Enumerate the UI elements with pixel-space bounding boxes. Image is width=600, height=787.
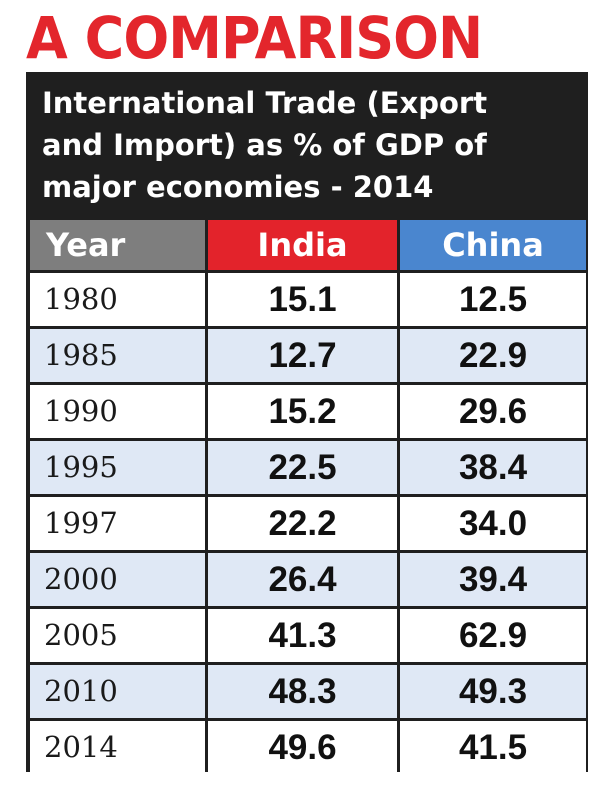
subtitle-line: International Trade (Export: [42, 86, 488, 120]
china-value-cell: 12.5: [400, 273, 586, 326]
table-row: 1990 15.2 29.6: [30, 385, 586, 438]
table-row: 1980 15.1 12.5: [30, 273, 586, 326]
year-cell: 1990: [30, 385, 205, 438]
column-header-year: Year: [30, 220, 205, 270]
india-value-cell: 15.2: [208, 385, 397, 438]
subtitle-line: major economies - 2014: [42, 170, 434, 204]
table-panel: International Trade (Export and Import) …: [26, 72, 588, 774]
india-value-cell: 22.5: [208, 441, 397, 494]
china-value-cell: 49.3: [400, 665, 586, 718]
table-header-row: Year India China: [30, 220, 586, 270]
column-header-china: China: [400, 220, 586, 270]
india-value-cell: 15.1: [208, 273, 397, 326]
table-row: 2014 49.6 41.5: [30, 721, 586, 774]
india-value-cell: 48.3: [208, 665, 397, 718]
table-row: 1995 22.5 38.4: [30, 441, 586, 494]
china-value-cell: 29.6: [400, 385, 586, 438]
china-value-cell: 34.0: [400, 497, 586, 550]
china-value-cell: 62.9: [400, 609, 586, 662]
year-cell: 1997: [30, 497, 205, 550]
column-header-india: India: [208, 220, 397, 270]
india-value-cell: 49.6: [208, 721, 397, 774]
year-cell: 2010: [30, 665, 205, 718]
year-cell: 1985: [30, 329, 205, 382]
table-subtitle: International Trade (Export and Import) …: [42, 82, 582, 208]
table-row: 2005 41.3 62.9: [30, 609, 586, 662]
year-cell: 1980: [30, 273, 205, 326]
china-value-cell: 39.4: [400, 553, 586, 606]
table-row: 2000 26.4 39.4: [30, 553, 586, 606]
india-value-cell: 41.3: [208, 609, 397, 662]
data-table: Year India China 1980 15.1 12.5 1985 12.7 22.…: [30, 220, 586, 777]
year-cell: 2005: [30, 609, 205, 662]
india-value-cell: 22.2: [208, 497, 397, 550]
china-value-cell: 41.5: [400, 721, 586, 774]
china-value-cell: 22.9: [400, 329, 586, 382]
china-value-cell: 38.4: [400, 441, 586, 494]
india-value-cell: 26.4: [208, 553, 397, 606]
year-cell: 2000: [30, 553, 205, 606]
table-row: 2010 48.3 49.3: [30, 665, 586, 718]
year-cell: 1995: [30, 441, 205, 494]
india-value-cell: 12.7: [208, 329, 397, 382]
headline: A COMPARISON: [26, 4, 483, 72]
table-body: 1980 15.1 12.5 1985 12.7 22.9 1990 15.2 29.6 1995…: [30, 273, 586, 774]
year-cell: 2014: [30, 721, 205, 774]
table-row: 1997 22.2 34.0: [30, 497, 586, 550]
subtitle-line: and Import) as % of GDP of: [42, 128, 487, 162]
table-row: 1985 12.7 22.9: [30, 329, 586, 382]
